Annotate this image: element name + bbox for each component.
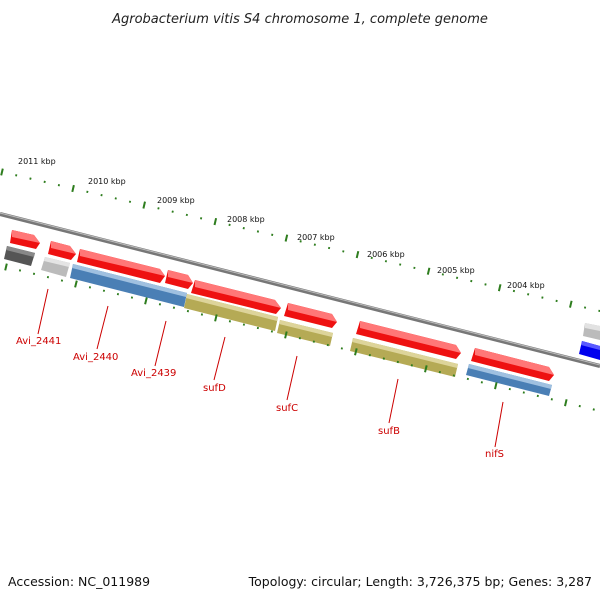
inner-minor-tick bbox=[340, 347, 343, 350]
inner-minor-tick bbox=[186, 309, 190, 313]
scale-minor-tick bbox=[100, 193, 103, 197]
inner-major-tick bbox=[284, 331, 288, 339]
inner-minor-tick bbox=[46, 275, 50, 279]
kbp-label-2008: 2008 kbp bbox=[227, 215, 265, 224]
inner-minor-tick bbox=[116, 292, 120, 296]
inner-minor-tick bbox=[396, 360, 399, 364]
inner-minor-tick bbox=[382, 357, 385, 360]
accession-text: Accession: NC_011989 bbox=[8, 574, 150, 589]
scale-minor-tick bbox=[441, 273, 444, 276]
genome-summary-text: Topology: circular; Length: 3,726,375 bp… bbox=[248, 574, 592, 589]
inner-minor-tick bbox=[466, 377, 469, 381]
inner-minor-tick bbox=[130, 296, 134, 299]
inner-minor-tick bbox=[200, 313, 204, 316]
kbp-label-2007: 2007 kbp bbox=[297, 233, 335, 242]
feature-track bbox=[4, 246, 600, 396]
gene-label-avi-2441[interactable]: Avi_2441 bbox=[16, 336, 61, 347]
scale-minor-tick bbox=[171, 210, 174, 213]
inner-major-tick bbox=[424, 365, 428, 373]
scale-minor-tick bbox=[370, 256, 373, 260]
inner-minor-tick bbox=[88, 286, 92, 289]
gene-label-avi-2439[interactable]: Avi_2439 bbox=[131, 368, 176, 379]
scale-minor-tick bbox=[256, 230, 260, 233]
scale-major-tick bbox=[497, 284, 502, 292]
kbp-label-2004: 2004 kbp bbox=[507, 281, 545, 290]
inner-minor-tick bbox=[60, 279, 64, 282]
inner-major-tick bbox=[74, 280, 78, 288]
inner-minor-tick bbox=[592, 408, 595, 411]
inner-tick-track bbox=[4, 263, 595, 411]
scale-major-tick bbox=[71, 184, 75, 193]
inner-minor-tick bbox=[452, 374, 455, 377]
kbp-label-2009: 2009 kbp bbox=[157, 196, 195, 205]
gene-label-avi-2440[interactable]: Avi_2440 bbox=[73, 352, 118, 363]
scale-labels: 2011 kbp 2010 kbp 2009 kbp 2008 kbp 2007… bbox=[18, 157, 545, 290]
kbp-label-2005: 2005 kbp bbox=[437, 266, 475, 275]
inner-minor-tick bbox=[102, 289, 106, 292]
scale-minor-tick bbox=[527, 293, 530, 296]
scale-minor-tick bbox=[86, 190, 89, 194]
inner-major-tick bbox=[354, 348, 358, 356]
inner-minor-tick bbox=[158, 303, 162, 306]
scale-major-tick bbox=[213, 217, 218, 226]
gene-label-sufd[interactable]: sufD bbox=[203, 383, 226, 394]
kbp-label-2006: 2006 kbp bbox=[367, 250, 405, 259]
gene-label-sufc[interactable]: sufC bbox=[276, 403, 298, 414]
scale-track bbox=[0, 168, 600, 312]
kbp-label-2011: 2011 kbp bbox=[18, 157, 56, 166]
inner-minor-tick bbox=[326, 343, 329, 347]
inner-minor-tick bbox=[578, 404, 581, 408]
scale-minor-tick bbox=[299, 240, 302, 243]
scale-minor-tick bbox=[512, 289, 516, 293]
scale-minor-tick bbox=[583, 306, 587, 309]
gene-track bbox=[10, 230, 600, 381]
inner-major-tick bbox=[564, 399, 568, 407]
inner-minor-tick bbox=[480, 381, 483, 384]
scale-major-tick bbox=[355, 250, 360, 259]
map-title: Agrobacterium vitis S4 chromosome 1, com… bbox=[111, 12, 488, 27]
chromosome-backbone bbox=[0, 212, 600, 368]
inner-minor-tick bbox=[312, 340, 315, 343]
scale-minor-tick bbox=[384, 260, 388, 263]
inner-major-tick bbox=[494, 382, 498, 390]
inner-major-tick bbox=[144, 297, 148, 305]
scale-minor-tick bbox=[29, 177, 32, 180]
label-leaders bbox=[37, 288, 504, 448]
inner-major-tick bbox=[4, 263, 8, 271]
inner-minor-tick bbox=[368, 353, 371, 357]
scale-major-tick bbox=[0, 168, 4, 176]
inner-minor-tick bbox=[410, 364, 413, 367]
gene-label-sufb[interactable]: sufB bbox=[378, 426, 400, 437]
inner-minor-tick bbox=[438, 370, 441, 374]
inner-major-tick bbox=[214, 314, 218, 322]
scale-major-tick bbox=[569, 300, 573, 308]
inner-minor-tick bbox=[172, 306, 176, 309]
gene-labels: Avi_2441 Avi_2440 Avi_2439 sufD sufC suf… bbox=[16, 336, 504, 460]
scale-minor-tick bbox=[185, 213, 188, 217]
scale-major-tick bbox=[284, 234, 289, 242]
scale-minor-tick bbox=[313, 243, 316, 246]
kbp-label-2010: 2010 kbp bbox=[88, 177, 126, 186]
scale-major-tick bbox=[142, 201, 146, 209]
scale-minor-tick bbox=[43, 180, 46, 184]
scale-minor-tick bbox=[228, 223, 231, 227]
scale-minor-tick bbox=[114, 197, 117, 200]
scale-minor-tick bbox=[242, 226, 245, 230]
gene-label-nifs[interactable]: nifS bbox=[485, 449, 504, 460]
scale-minor-tick bbox=[157, 207, 160, 210]
scale-minor-tick bbox=[455, 276, 459, 280]
scale-major-tick bbox=[426, 267, 431, 275]
